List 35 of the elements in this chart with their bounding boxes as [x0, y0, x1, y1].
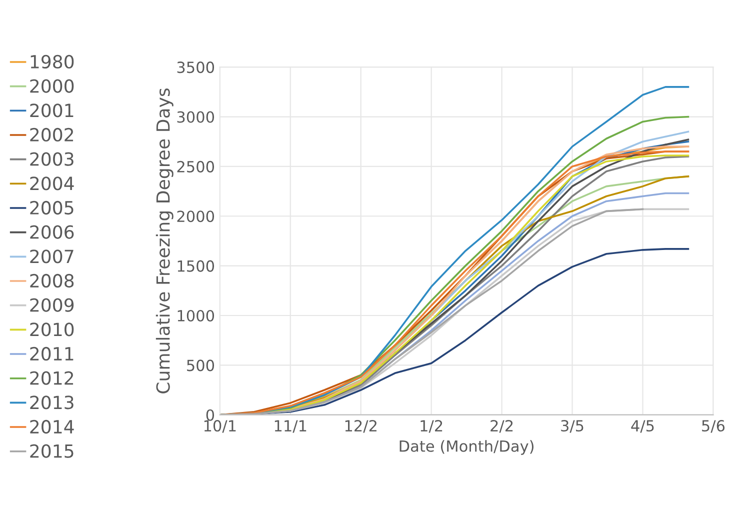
x-tick-label: 4/5 — [631, 420, 654, 433]
legend-label: 2014 — [30, 420, 74, 434]
x-tick-label: 2/2 — [490, 420, 513, 433]
legend-label: 2010 — [30, 322, 74, 336]
y-tick-label: 3000 — [177, 111, 214, 123]
x-tick-label: 11/1 — [274, 420, 306, 433]
legend-label: 1980 — [30, 54, 74, 69]
y-tick-label: 2000 — [177, 210, 214, 222]
y-tick-label: 1500 — [178, 260, 214, 272]
legend-label: 2012 — [30, 371, 74, 385]
x-axis-title: Date (Month/Day) — [400, 440, 534, 455]
legend-label: 2011 — [30, 346, 74, 361]
x-tick-label: 10/1 — [204, 420, 236, 433]
y-tick-label: 2500 — [177, 160, 214, 172]
legend-label: 2003 — [30, 152, 74, 166]
y-tick-label: 3500 — [177, 62, 214, 74]
legend-label: 2005 — [30, 200, 74, 215]
x-tick-label: 5/6 — [702, 420, 725, 433]
x-tick-label: 3/5 — [561, 420, 584, 433]
legend-label: 2004 — [30, 176, 74, 190]
legend-label: 2006 — [30, 225, 74, 239]
legend-label: 2001 — [30, 104, 74, 118]
legend-label: 2002 — [30, 128, 74, 142]
legend-label: 2000 — [30, 79, 74, 93]
legend-label: 2009 — [30, 298, 74, 312]
legend-label: 2015 — [30, 444, 74, 458]
y-tick-label: 1000 — [178, 310, 214, 322]
y-tick-label: 0 — [206, 409, 214, 421]
x-tick-label: 1/2 — [420, 420, 442, 433]
legend-label: 2007 — [30, 250, 74, 264]
legend-label: 2013 — [30, 396, 74, 410]
legend-label: 2008 — [30, 274, 74, 288]
y-axis-title: Cumulative Freezing Degree Days — [156, 88, 174, 394]
y-tick-label: 500 — [187, 360, 214, 372]
x-tick-label: 12/2 — [345, 420, 376, 433]
